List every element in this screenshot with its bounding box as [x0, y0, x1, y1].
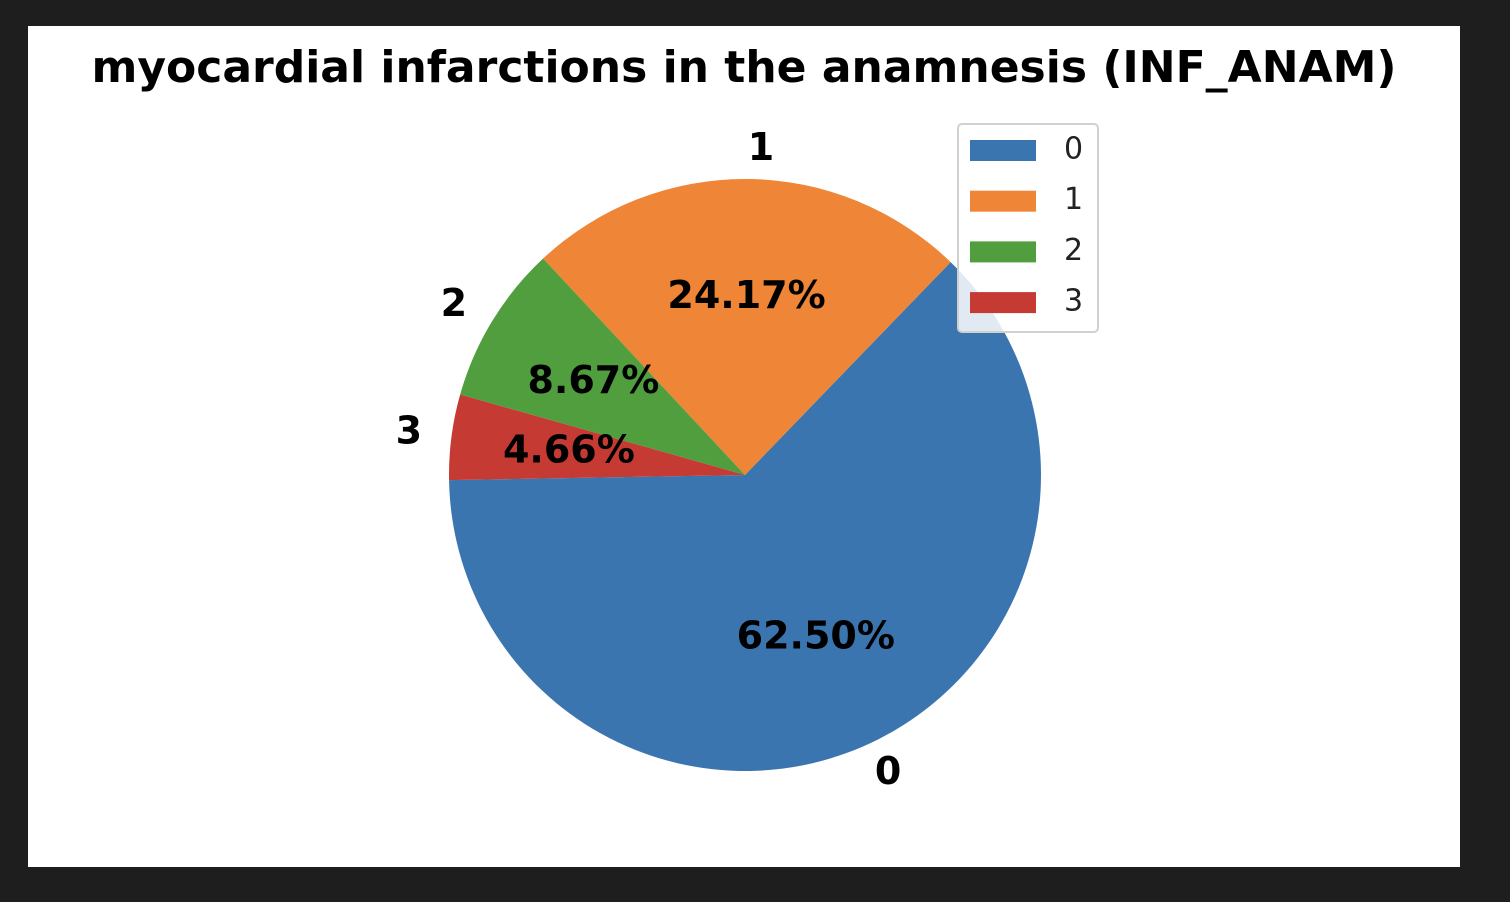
legend-swatch [970, 292, 1036, 314]
legend-box [957, 123, 1099, 333]
pie: 62.50% 0 24.17% 1 8.67% 2 4.66% 3 [396, 125, 1042, 793]
pie-slice [460, 258, 745, 475]
category-label: 2 [441, 281, 467, 325]
legend-swatch [970, 140, 1036, 161]
pie-slice [448, 394, 745, 481]
category-label: 3 [396, 409, 422, 453]
value-label: 4.66% [503, 428, 635, 472]
chart-title: myocardial infarctions in the anamnesis … [91, 42, 1396, 93]
legend-swatch [970, 241, 1036, 263]
value-label: 24.17% [667, 273, 825, 317]
category-label: 1 [748, 125, 774, 169]
value-label: 8.67% [527, 358, 659, 402]
pie-slice [543, 178, 951, 475]
legend-label: 1 [1064, 182, 1083, 217]
legend-label: 3 [1064, 284, 1083, 319]
legend-label: 0 [1064, 132, 1083, 167]
value-label: 62.50% [737, 613, 895, 657]
category-label: 0 [875, 749, 901, 793]
legend: 0 1 2 3 [957, 123, 1099, 333]
pie-slice [449, 262, 1042, 771]
legend-swatch [970, 190, 1036, 212]
legend-label: 2 [1064, 233, 1083, 268]
